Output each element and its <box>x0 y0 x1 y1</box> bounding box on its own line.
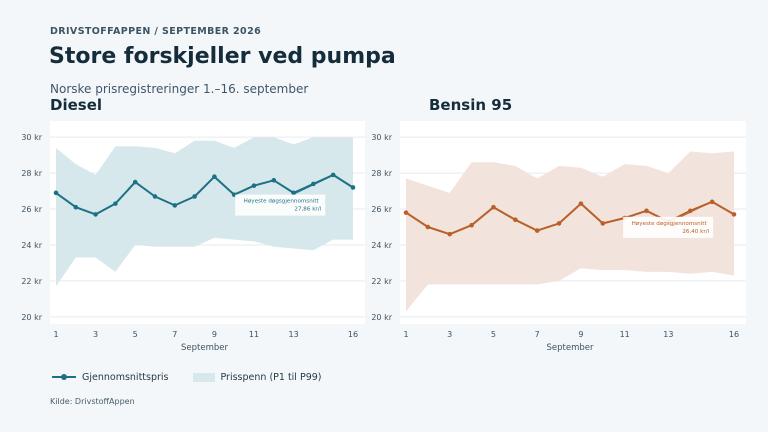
diesel-data-point <box>311 181 316 187</box>
bensin-y-tick-label: 20 kr <box>371 313 392 322</box>
diesel-x-tick-label: 3 <box>93 330 98 339</box>
bensin-annotation-title: Høyeste døgsgjennomsnitt <box>632 221 708 227</box>
diesel-annotation-title: Høyeste døgsgjennomsnitt <box>244 199 320 205</box>
bensin-x-tick-label: 5 <box>491 330 496 339</box>
page-subtitle: Norske prisregistreringer 1.–16. septemb… <box>50 82 309 96</box>
legend-band-swatch <box>192 372 215 382</box>
bensin-y-tick-label: 24 kr <box>371 241 392 250</box>
header-kicker: DRIVSTOFFAPPEN / SEPTEMBER 2026 <box>50 26 262 37</box>
bensin-y-tick-label: 26 kr <box>371 205 392 214</box>
diesel-x-axis-label: September <box>181 343 228 353</box>
diesel-data-point <box>251 183 257 188</box>
diesel-panel-title: Diesel <box>50 96 103 114</box>
diesel-range-band <box>56 137 353 287</box>
diesel-x-tick-label: 1 <box>53 330 58 339</box>
diesel-data-point <box>350 185 356 190</box>
diesel-data-point <box>152 194 158 199</box>
diesel-y-tick-label: 28 kr <box>21 169 42 178</box>
legend-line-swatch <box>52 371 76 383</box>
bensin-data-point <box>491 204 496 210</box>
diesel-x-tick-label: 5 <box>133 330 138 339</box>
bensin-x-tick-label: 3 <box>447 330 452 339</box>
diesel-y-tick-label: 30 kr <box>21 133 42 142</box>
bensin-x-tick-label: 13 <box>663 330 673 339</box>
legend-item-range: Prisspenn (P1 til P99) <box>192 371 322 383</box>
diesel-data-point <box>172 203 178 208</box>
chart-legend: Gjennomsnittspris Prisspenn (P1 til P99) <box>52 371 346 383</box>
diesel-y-tick-label: 20 kr <box>21 313 42 322</box>
bensin-data-point <box>644 208 649 214</box>
bensin-data-point <box>403 210 409 215</box>
diesel-y-tick-label: 22 kr <box>21 277 42 286</box>
bensin-data-point <box>534 228 540 233</box>
diesel-x-tick-label: 11 <box>249 330 259 339</box>
bensin-range-band <box>406 151 734 312</box>
bensin-average-line <box>405 200 735 236</box>
diesel-data-point <box>192 194 197 199</box>
diesel-data-point <box>271 177 277 183</box>
bensin-x-tick-label: 7 <box>535 330 540 339</box>
diesel-average-line <box>55 173 354 216</box>
diesel-data-point <box>212 174 217 179</box>
bensin-data-point <box>731 212 737 217</box>
bensin-annotation-bg <box>623 216 714 238</box>
bensin-x-tick-label: 16 <box>729 330 739 339</box>
bensin-x-axis-label: September <box>547 343 594 353</box>
diesel-x-tick-label: 13 <box>289 330 299 339</box>
diesel-annotation-leader <box>293 175 334 195</box>
bensin-panel-title: Bensin 95 <box>429 96 513 114</box>
bensin-annotation-value: 26,40 kr/l <box>682 229 709 235</box>
bensin-data-point <box>425 224 431 230</box>
bensin-y-tick-label: 30 kr <box>371 133 392 142</box>
legend-range-label: Prisspenn (P1 til P99) <box>220 371 322 383</box>
bensin-data-point <box>513 217 518 223</box>
bensin-x-tick-label: 9 <box>578 330 583 339</box>
diesel-annotation-value: 27,86 kr/l <box>294 207 321 213</box>
bensin-y-tick-label: 22 kr <box>371 277 392 286</box>
diesel-data-point <box>53 190 59 196</box>
diesel-x-tick-label: 16 <box>348 330 358 339</box>
diesel-y-tick-label: 24 kr <box>21 241 42 250</box>
diesel-x-tick-label: 7 <box>172 330 177 339</box>
diesel-x-tick-label: 9 <box>212 330 217 339</box>
diesel-data-point <box>132 179 138 185</box>
bensin-data-point <box>600 221 606 226</box>
legend-average-label: Gjennomsnittspris <box>82 371 169 383</box>
bensin-data-point <box>578 201 584 206</box>
bensin-data-point <box>469 222 474 228</box>
bensin-x-tick-label: 11 <box>620 330 630 339</box>
bensin-data-point <box>447 231 453 237</box>
legend-item-average: Gjennomsnittspris <box>52 371 169 383</box>
source-note: Kilde: DrivstoffAppen <box>50 397 135 406</box>
bensin-x-tick-label: 1 <box>403 330 408 339</box>
bensin-y-tick-label: 28 kr <box>371 169 392 178</box>
diesel-data-point <box>113 201 118 206</box>
page-title: Store forskjeller ved pumpa <box>49 44 396 69</box>
diesel-data-point <box>73 204 79 210</box>
diesel-annotation-bg <box>235 194 326 216</box>
diesel-data-point <box>93 212 98 217</box>
bensin-data-point <box>556 221 562 226</box>
bensin-annotation-leader <box>680 201 713 218</box>
diesel-y-tick-label: 26 kr <box>21 205 42 214</box>
